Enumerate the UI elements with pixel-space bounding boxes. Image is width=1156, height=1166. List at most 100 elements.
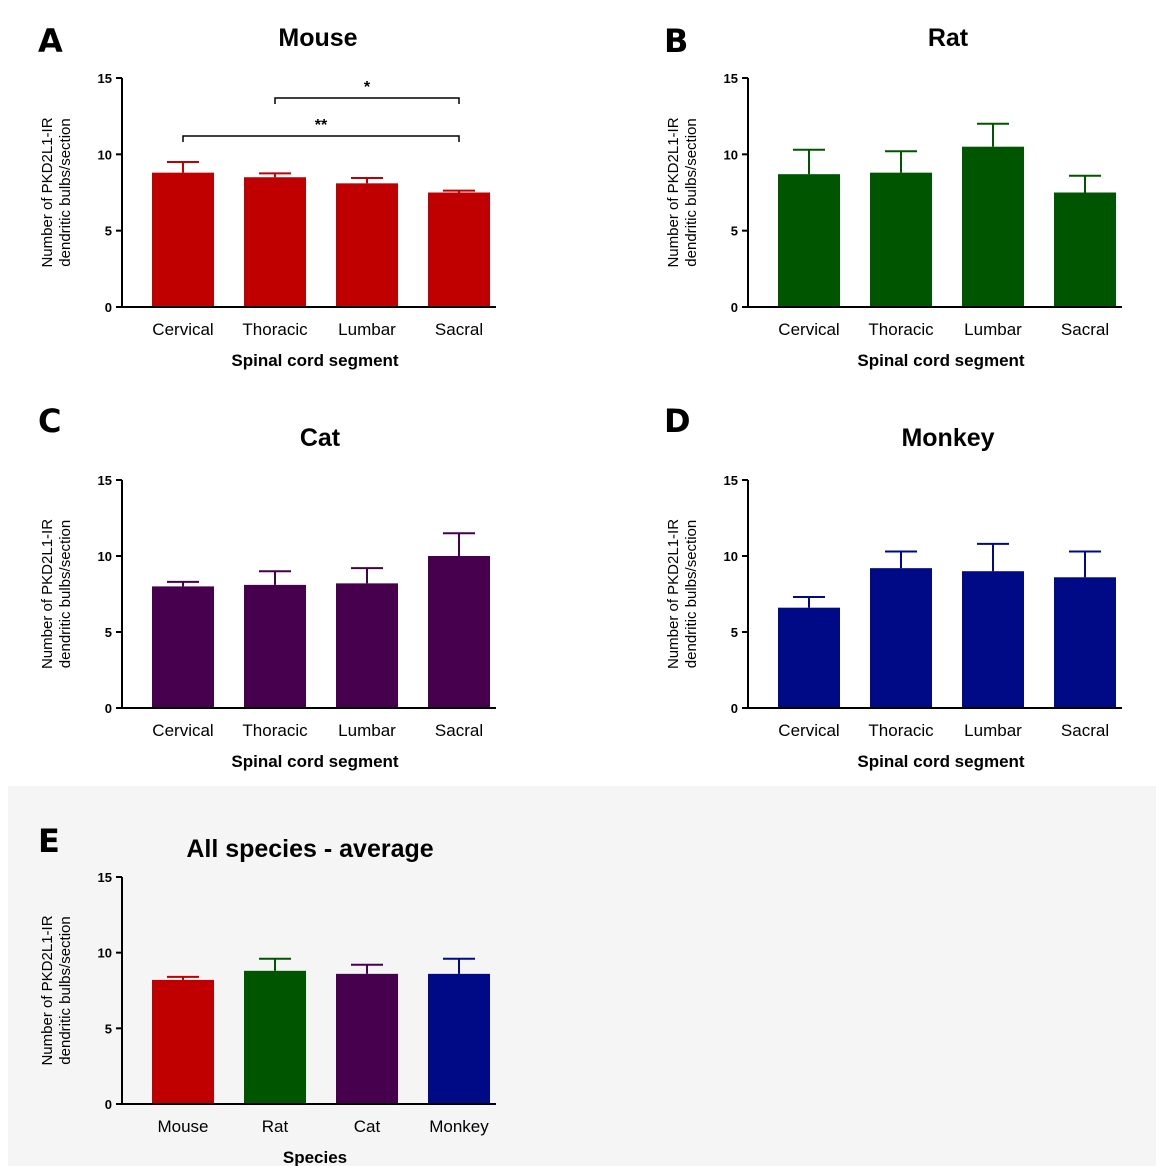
error-bar-rat xyxy=(259,957,291,971)
x-tick-label: Thoracic xyxy=(868,721,934,740)
error-bar-lumbar xyxy=(977,122,1009,147)
bar-sacral xyxy=(1054,192,1116,307)
y-tick-label: 5 xyxy=(731,224,738,239)
error-bar-lumbar xyxy=(351,176,383,184)
significance-bracket: * xyxy=(274,79,460,104)
bar-cervical xyxy=(778,174,840,307)
x-tick-label: Lumbar xyxy=(964,721,1022,740)
error-bar-thoracic xyxy=(885,550,917,569)
panel-letter: E xyxy=(38,822,60,860)
y-axis-label: Number of PKD2L1-IRdendritic bulbs/secti… xyxy=(39,915,74,1065)
y-tick-label: 5 xyxy=(731,625,738,640)
bar-cat xyxy=(336,973,398,1104)
x-tick-label: Sacral xyxy=(1061,721,1109,740)
x-tick-label: Lumbar xyxy=(338,721,396,740)
error-bar-cat xyxy=(351,963,383,974)
chart-panel-c: C Cat Cervical Thoracic Lumbar Sacral 0 5 10 15 Sp… xyxy=(38,402,496,771)
y-tick-label: 10 xyxy=(98,147,112,162)
bar-lumbar xyxy=(336,183,398,307)
error-bar-monkey xyxy=(443,957,475,974)
y-tick-label: 15 xyxy=(98,870,112,885)
error-bar-mouse xyxy=(167,975,199,980)
bar-cervical xyxy=(152,172,214,307)
x-tick-label: Sacral xyxy=(1061,320,1109,339)
x-tick-label: Thoracic xyxy=(242,721,308,740)
panel-letter: C xyxy=(38,402,61,440)
bar-lumbar xyxy=(962,571,1024,708)
significance-label: * xyxy=(364,79,371,96)
bar-monkey xyxy=(428,973,490,1104)
error-bar-cervical xyxy=(167,160,199,173)
bar-thoracic xyxy=(870,568,932,708)
x-tick-label: Monkey xyxy=(429,1117,489,1136)
x-tick-label: Lumbar xyxy=(338,320,396,339)
y-tick-label: 0 xyxy=(105,701,112,716)
error-bar-sacral xyxy=(443,532,475,556)
chart-panel-a: A Mouse Cervical Thoracic Lumbar Sacral 0 5 10 15… xyxy=(38,22,496,370)
y-tick-label: 0 xyxy=(731,300,738,315)
panel-letter: D xyxy=(664,402,691,440)
x-axis-label: Spinal cord segment xyxy=(857,351,1025,370)
bar-lumbar xyxy=(336,583,398,708)
x-tick-label: Cervical xyxy=(778,721,839,740)
y-tick-label: 0 xyxy=(731,701,738,716)
bar-cervical xyxy=(778,607,840,708)
y-tick-label: 0 xyxy=(105,300,112,315)
x-tick-label: Cat xyxy=(354,1117,381,1136)
error-bar-thoracic xyxy=(259,570,291,585)
x-axis-label: Spinal cord segment xyxy=(857,752,1025,771)
chart-title: Monkey xyxy=(901,424,994,452)
bar-thoracic xyxy=(870,172,932,307)
x-tick-label: Mouse xyxy=(157,1117,208,1136)
y-tick-label: 15 xyxy=(98,71,112,86)
y-tick-label: 15 xyxy=(724,71,738,86)
chart-panel-e: E All species - average Mouse Rat Cat Monkey 0… xyxy=(38,822,496,1166)
panel-letter: A xyxy=(38,22,63,60)
chart-title: Mouse xyxy=(278,24,357,52)
bar-thoracic xyxy=(244,177,306,307)
chart-panel-b: B Rat Cervical Thoracic Lumbar Sacral 0 5 10 15 Sp… xyxy=(664,22,1122,370)
error-bar-sacral xyxy=(1069,174,1101,193)
chart-title: All species - average xyxy=(186,835,433,863)
y-axis-label: Number of PKD2L1-IRdendritic bulbs/secti… xyxy=(665,117,700,267)
x-tick-label: Sacral xyxy=(435,721,483,740)
x-tick-label: Thoracic xyxy=(242,320,308,339)
x-tick-label: Cervical xyxy=(152,320,213,339)
y-tick-label: 15 xyxy=(724,473,738,488)
x-tick-label: Cervical xyxy=(778,320,839,339)
y-tick-label: 15 xyxy=(98,473,112,488)
y-axis-label: Number of PKD2L1-IRdendritic bulbs/secti… xyxy=(665,519,700,669)
chart-title: Cat xyxy=(300,424,341,452)
x-axis-label: Spinal cord segment xyxy=(231,351,399,370)
x-tick-label: Cervical xyxy=(152,721,213,740)
y-tick-label: 5 xyxy=(105,1021,112,1036)
bar-lumbar xyxy=(962,146,1024,307)
error-bar-lumbar xyxy=(351,567,383,584)
error-bar-sacral xyxy=(1069,550,1101,578)
x-tick-label: Sacral xyxy=(435,320,483,339)
error-bar-thoracic xyxy=(885,150,917,173)
y-axis-label: Number of PKD2L1-IRdendritic bulbs/secti… xyxy=(39,519,74,669)
y-tick-label: 10 xyxy=(98,946,112,961)
y-tick-label: 10 xyxy=(724,549,738,564)
error-bar-sacral xyxy=(443,189,475,193)
bar-sacral xyxy=(428,192,490,307)
x-axis-label: Species xyxy=(283,1148,347,1166)
bar-thoracic xyxy=(244,584,306,708)
error-bar-thoracic xyxy=(259,172,291,178)
y-tick-label: 0 xyxy=(105,1097,112,1112)
bar-sacral xyxy=(1054,577,1116,708)
x-tick-label: Rat xyxy=(262,1117,289,1136)
bar-cervical xyxy=(152,586,214,708)
bar-sacral xyxy=(428,556,490,708)
y-tick-label: 10 xyxy=(724,147,738,162)
x-axis-label: Spinal cord segment xyxy=(231,752,399,771)
y-tick-label: 5 xyxy=(105,625,112,640)
significance-bracket: ** xyxy=(182,117,460,142)
x-tick-label: Thoracic xyxy=(868,320,934,339)
chart-title: Rat xyxy=(928,24,969,52)
bar-mouse xyxy=(152,979,214,1104)
error-bar-lumbar xyxy=(977,542,1009,572)
y-axis-label: Number of PKD2L1-IRdendritic bulbs/secti… xyxy=(39,117,74,267)
error-bar-cervical xyxy=(793,148,825,175)
